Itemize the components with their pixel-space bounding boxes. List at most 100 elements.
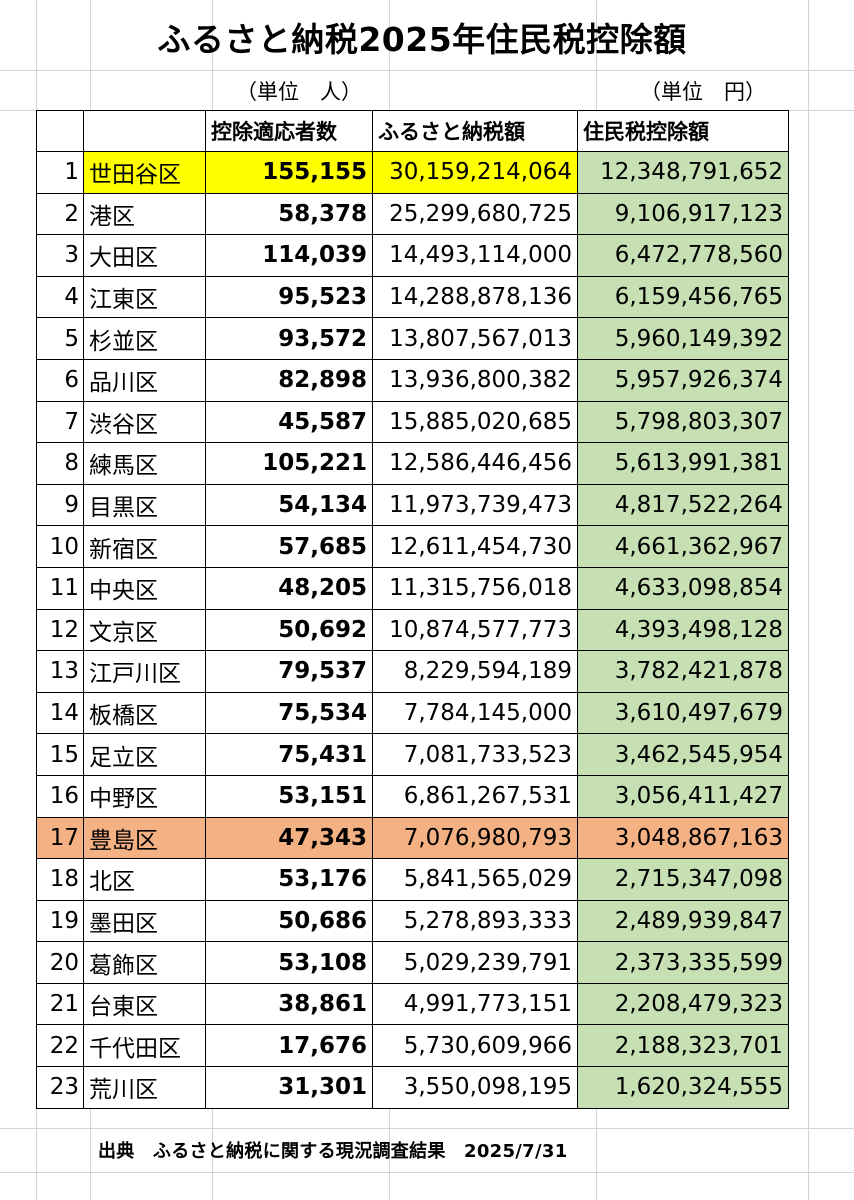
ward-cell[interactable]: 豊島区 (83, 816, 206, 860)
rank-cell[interactable]: 8 (36, 442, 84, 485)
deduction-amount-cell[interactable]: 2,373,335,599 (577, 941, 789, 984)
deduction-amount-cell[interactable]: 4,661,362,967 (577, 525, 789, 568)
deduction-amount-cell[interactable]: 3,462,545,954 (577, 733, 789, 776)
donation-amount-cell[interactable]: 12,611,454,730 (372, 525, 578, 568)
ward-cell[interactable]: 足立区 (83, 733, 206, 776)
ward-cell[interactable]: 中央区 (83, 566, 206, 610)
donation-amount-cell[interactable]: 25,299,680,725 (372, 192, 578, 236)
ward-cell[interactable]: 練馬区 (83, 442, 206, 485)
ward-cell[interactable]: 杉並区 (83, 317, 206, 360)
people-count-cell[interactable]: 48,205 (205, 566, 373, 610)
donation-amount-cell[interactable]: 13,936,800,382 (372, 358, 578, 402)
donation-amount-cell[interactable]: 5,841,565,029 (372, 858, 578, 901)
donation-amount-cell[interactable]: 12,586,446,456 (372, 442, 578, 485)
donation-amount-cell[interactable]: 10,874,577,773 (372, 608, 578, 652)
people-count-cell[interactable]: 31,301 (205, 1066, 373, 1109)
people-count-cell[interactable]: 57,685 (205, 525, 373, 568)
donation-amount-cell[interactable]: 15,885,020,685 (372, 400, 578, 444)
donation-amount-cell[interactable]: 11,315,756,018 (372, 566, 578, 610)
ward-cell[interactable]: 目黒区 (83, 483, 206, 527)
deduction-amount-cell[interactable]: 5,613,991,381 (577, 442, 789, 485)
rank-cell[interactable]: 19 (36, 899, 84, 943)
donation-amount-cell[interactable]: 14,288,878,136 (372, 275, 578, 319)
people-count-cell[interactable]: 53,108 (205, 941, 373, 984)
ward-cell[interactable]: 葛飾区 (83, 941, 206, 984)
rank-cell[interactable]: 20 (36, 941, 84, 984)
deduction-amount-cell[interactable]: 3,782,421,878 (577, 650, 789, 693)
ward-cell[interactable]: 中野区 (83, 774, 206, 818)
rank-cell[interactable]: 6 (36, 358, 84, 402)
deduction-amount-cell[interactable]: 4,393,498,128 (577, 608, 789, 652)
donation-amount-cell[interactable]: 5,278,893,333 (372, 899, 578, 943)
rank-cell[interactable]: 13 (36, 650, 84, 693)
donation-amount-cell[interactable]: 30,159,214,064 (372, 151, 578, 194)
ward-cell[interactable]: 港区 (83, 192, 206, 236)
people-count-cell[interactable]: 95,523 (205, 275, 373, 319)
ward-cell[interactable]: 板橋区 (83, 691, 206, 735)
header-cell-donation[interactable]: ふるさと納税額 (372, 110, 578, 152)
rank-cell[interactable]: 5 (36, 317, 84, 360)
deduction-amount-cell[interactable]: 4,633,098,854 (577, 566, 789, 610)
rank-cell[interactable]: 11 (36, 566, 84, 610)
people-count-cell[interactable]: 54,134 (205, 483, 373, 527)
people-count-cell[interactable]: 53,151 (205, 774, 373, 818)
rank-cell[interactable]: 21 (36, 982, 84, 1026)
deduction-amount-cell[interactable]: 3,048,867,163 (577, 816, 789, 860)
ward-cell[interactable]: 世田谷区 (83, 151, 206, 194)
ward-cell[interactable]: 渋谷区 (83, 400, 206, 444)
rank-cell[interactable]: 23 (36, 1066, 84, 1109)
rank-cell[interactable]: 17 (36, 816, 84, 860)
donation-amount-cell[interactable]: 4,991,773,151 (372, 982, 578, 1026)
ward-cell[interactable]: 江戸川区 (83, 650, 206, 693)
donation-amount-cell[interactable]: 14,493,114,000 (372, 234, 578, 277)
donation-amount-cell[interactable]: 5,029,239,791 (372, 941, 578, 984)
rank-cell[interactable]: 1 (36, 151, 84, 194)
deduction-amount-cell[interactable]: 5,957,926,374 (577, 358, 789, 402)
ward-cell[interactable]: 台東区 (83, 982, 206, 1026)
rank-cell[interactable]: 3 (36, 234, 84, 277)
people-count-cell[interactable]: 155,155 (205, 151, 373, 194)
ward-cell[interactable]: 江東区 (83, 275, 206, 319)
deduction-amount-cell[interactable]: 4,817,522,264 (577, 483, 789, 527)
rank-cell[interactable]: 14 (36, 691, 84, 735)
donation-amount-cell[interactable]: 7,076,980,793 (372, 816, 578, 860)
deduction-amount-cell[interactable]: 6,472,778,560 (577, 234, 789, 277)
rank-cell[interactable]: 4 (36, 275, 84, 319)
header-cell-rank[interactable] (36, 110, 84, 152)
ward-cell[interactable]: 新宿区 (83, 525, 206, 568)
people-count-cell[interactable]: 50,686 (205, 899, 373, 943)
deduction-amount-cell[interactable]: 9,106,917,123 (577, 192, 789, 236)
people-count-cell[interactable]: 82,898 (205, 358, 373, 402)
donation-amount-cell[interactable]: 8,229,594,189 (372, 650, 578, 693)
rank-cell[interactable]: 2 (36, 192, 84, 236)
deduction-amount-cell[interactable]: 1,620,324,555 (577, 1066, 789, 1109)
deduction-amount-cell[interactable]: 3,056,411,427 (577, 774, 789, 818)
ward-cell[interactable]: 千代田区 (83, 1024, 206, 1068)
header-cell-people[interactable]: 控除適応者数 (205, 110, 373, 152)
deduction-amount-cell[interactable]: 3,610,497,679 (577, 691, 789, 735)
people-count-cell[interactable]: 79,537 (205, 650, 373, 693)
people-count-cell[interactable]: 75,431 (205, 733, 373, 776)
people-count-cell[interactable]: 58,378 (205, 192, 373, 236)
people-count-cell[interactable]: 38,861 (205, 982, 373, 1026)
deduction-amount-cell[interactable]: 2,188,323,701 (577, 1024, 789, 1068)
rank-cell[interactable]: 18 (36, 858, 84, 901)
header-cell-ward[interactable] (83, 110, 206, 152)
people-count-cell[interactable]: 114,039 (205, 234, 373, 277)
donation-amount-cell[interactable]: 6,861,267,531 (372, 774, 578, 818)
donation-amount-cell[interactable]: 7,784,145,000 (372, 691, 578, 735)
rank-cell[interactable]: 12 (36, 608, 84, 652)
deduction-amount-cell[interactable]: 2,489,939,847 (577, 899, 789, 943)
donation-amount-cell[interactable]: 5,730,609,966 (372, 1024, 578, 1068)
donation-amount-cell[interactable]: 11,973,739,473 (372, 483, 578, 527)
donation-amount-cell[interactable]: 7,081,733,523 (372, 733, 578, 776)
deduction-amount-cell[interactable]: 12,348,791,652 (577, 151, 789, 194)
deduction-amount-cell[interactable]: 2,715,347,098 (577, 858, 789, 901)
rank-cell[interactable]: 16 (36, 774, 84, 818)
ward-cell[interactable]: 北区 (83, 858, 206, 901)
header-cell-deduction[interactable]: 住民税控除額 (577, 110, 789, 152)
people-count-cell[interactable]: 50,692 (205, 608, 373, 652)
rank-cell[interactable]: 22 (36, 1024, 84, 1068)
ward-cell[interactable]: 大田区 (83, 234, 206, 277)
people-count-cell[interactable]: 105,221 (205, 442, 373, 485)
